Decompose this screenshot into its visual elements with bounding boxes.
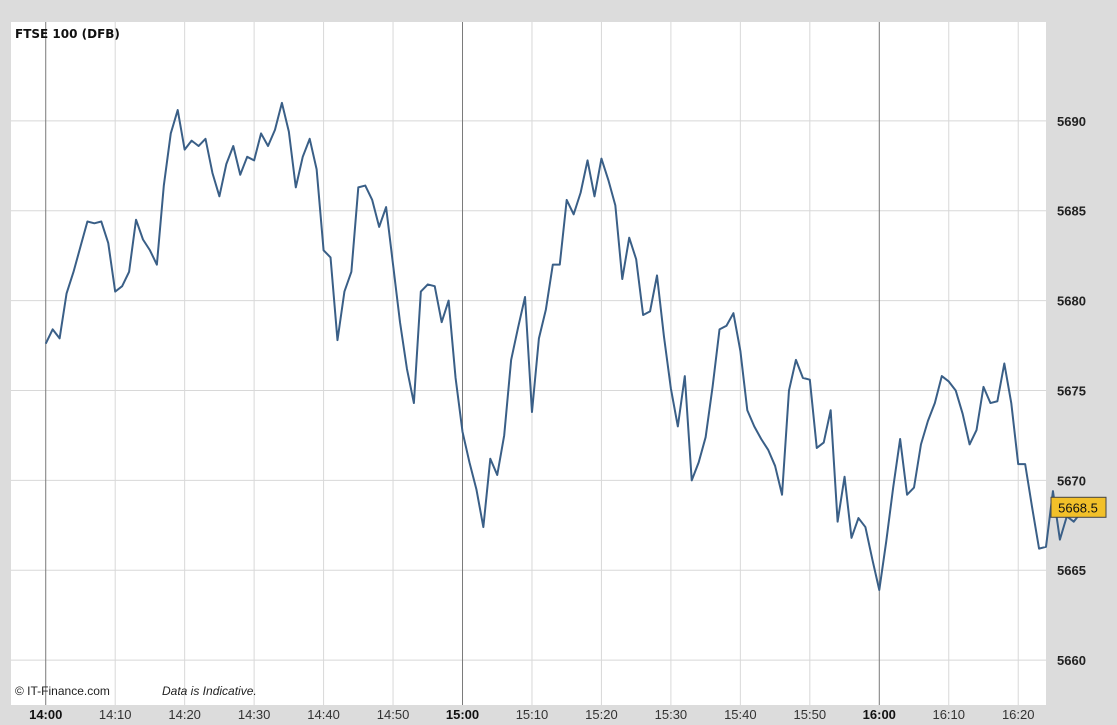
x-tick-label: 14:40 <box>307 707 340 722</box>
chart-title: FTSE 100 (DFB) <box>15 27 120 41</box>
y-tick-label: 5675 <box>1057 383 1086 398</box>
last-value-label: 5668.5 <box>1058 500 1098 515</box>
y-tick-label: 5665 <box>1057 563 1086 578</box>
x-tick-label: 14:50 <box>377 707 410 722</box>
x-tick-label: 16:00 <box>863 707 896 722</box>
x-tick-label: 15:30 <box>655 707 688 722</box>
y-tick-label: 5685 <box>1057 204 1086 219</box>
x-tick-label: 14:00 <box>29 707 62 722</box>
y-tick-label: 5690 <box>1057 114 1086 129</box>
data-indicative-notice: Data is Indicative. <box>162 684 257 698</box>
x-tick-label: 15:20 <box>585 707 618 722</box>
price-series-line <box>44 101 1089 591</box>
x-tick-label: 14:10 <box>99 707 132 722</box>
x-tick-label: 16:10 <box>932 707 965 722</box>
x-tick-label: 16:20 <box>1002 707 1035 722</box>
x-tick-label: 15:40 <box>724 707 757 722</box>
x-tick-label: 14:30 <box>238 707 271 722</box>
x-tick-label: 15:10 <box>516 707 549 722</box>
x-tick-label: 15:00 <box>446 707 479 722</box>
y-tick-label: 5670 <box>1057 473 1086 488</box>
x-tick-label: 15:50 <box>794 707 827 722</box>
x-tick-label: 14:20 <box>168 707 201 722</box>
y-tick-label: 5660 <box>1057 653 1086 668</box>
last-value-badge <box>1050 496 1107 518</box>
copyright-credit: © IT-Finance.com <box>15 684 110 698</box>
y-tick-label: 5680 <box>1057 294 1086 309</box>
